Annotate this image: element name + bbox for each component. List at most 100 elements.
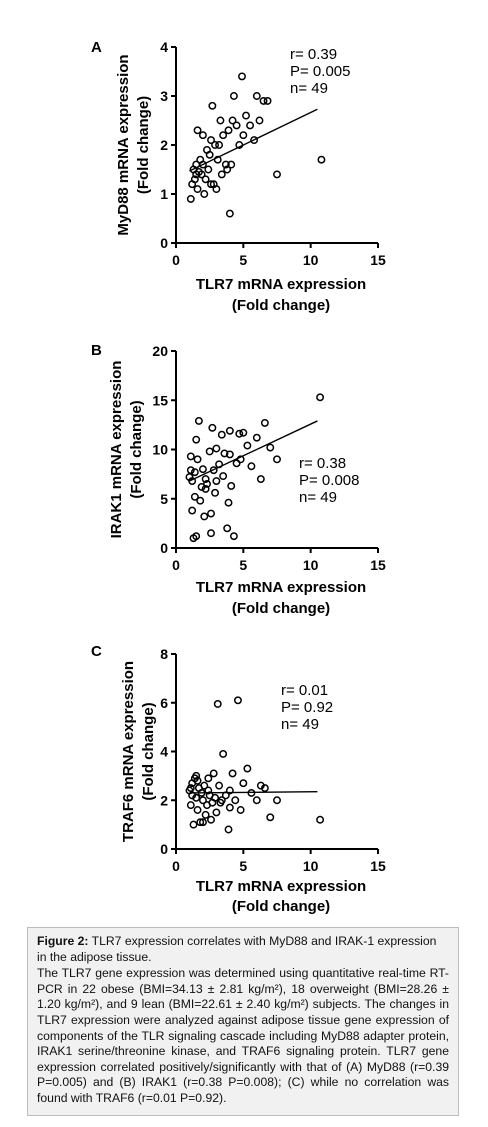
- y-axis-subtitle: (Fold change): [135, 96, 152, 194]
- x-tick-label: 10: [303, 858, 319, 874]
- data-point: [266, 443, 275, 452]
- data-point: [232, 121, 241, 130]
- data-point: [188, 477, 197, 485]
- data-point: [200, 781, 209, 790]
- data-point: [212, 808, 221, 817]
- data-point: [219, 472, 228, 481]
- data-point: [224, 126, 233, 135]
- data-point: [227, 160, 236, 169]
- data-point: [211, 488, 220, 497]
- data-point: [235, 141, 244, 149]
- data-point: [227, 481, 236, 490]
- data-point: [235, 429, 244, 438]
- y-tick-label: 8: [160, 646, 168, 662]
- data-point: [266, 813, 275, 822]
- data-point: [209, 466, 218, 475]
- data-point: [201, 475, 210, 483]
- data-point: [196, 818, 205, 827]
- stat-label: P= 0.008: [299, 472, 359, 489]
- x-axis-subtitle: (Fold change): [232, 898, 330, 915]
- regression-line: [189, 108, 318, 172]
- data-point: [316, 815, 325, 824]
- data-point: [193, 126, 202, 135]
- data-point: [217, 170, 226, 179]
- data-point: [207, 180, 215, 189]
- data-point: [273, 170, 281, 179]
- data-point: [198, 131, 207, 140]
- data-point: [208, 101, 217, 110]
- data-point: [192, 532, 201, 541]
- data-point: [247, 788, 256, 797]
- data-point: [190, 468, 199, 477]
- caption-title: TLR7 expression correlates with MyD88 an…: [37, 934, 437, 964]
- stat-label: r= 0.01: [281, 682, 328, 699]
- stat-label: P= 0.005: [290, 63, 350, 80]
- y-tick-label: 0: [160, 235, 168, 251]
- caption-body: The TLR7 gene expression was determined …: [37, 966, 449, 1105]
- data-point: [204, 774, 213, 783]
- data-point: [219, 131, 228, 140]
- data-point: [193, 455, 202, 464]
- x-axis-subtitle: (Fold change): [232, 600, 330, 617]
- data-point: [229, 92, 238, 100]
- y-axis-title: IRAK1 mRNA expression: [108, 361, 125, 539]
- data-point: [186, 194, 195, 203]
- data-point: [219, 749, 228, 758]
- y-axis-title: MyD88 mRNA expression: [115, 54, 132, 235]
- data-point: [217, 430, 226, 439]
- data-point: [197, 170, 206, 179]
- y-tick-label: 1: [160, 186, 168, 202]
- y-tick-label: 4: [160, 744, 168, 760]
- data-point: [252, 796, 261, 805]
- data-point: [225, 450, 234, 459]
- data-point: [260, 418, 269, 427]
- data-point: [228, 769, 237, 778]
- data-point: [231, 796, 240, 805]
- y-axis-subtitle: (Fold change): [128, 400, 145, 498]
- x-tick-label: 5: [239, 557, 247, 573]
- data-point: [207, 815, 215, 824]
- y-axis-subtitle: (Fold change): [140, 702, 157, 800]
- stat-label: r= 0.39: [290, 46, 337, 63]
- stat-label: n= 49: [290, 80, 328, 97]
- x-axis-title: TLR7 mRNA expression: [196, 878, 366, 895]
- data-point: [190, 175, 199, 184]
- data-point: [211, 793, 220, 802]
- data-point: [236, 806, 245, 814]
- data-point: [194, 416, 203, 425]
- data-point: [221, 791, 230, 800]
- data-point: [204, 786, 213, 795]
- data-point: [201, 484, 210, 493]
- data-point: [201, 810, 210, 819]
- data-point: [263, 96, 272, 105]
- data-point: [259, 96, 268, 105]
- x-tick-label: 0: [172, 557, 180, 573]
- data-point: [247, 462, 256, 471]
- figure-caption: Figure 2: TLR7 expression correlates wit…: [27, 927, 459, 1116]
- data-point: [204, 165, 213, 174]
- data-point: [223, 165, 232, 174]
- y-tick-label: 6: [160, 695, 168, 711]
- data-point: [228, 116, 237, 125]
- data-point: [205, 447, 214, 456]
- panel-label: A: [91, 39, 102, 56]
- data-point: [225, 786, 234, 795]
- x-tick-label: 10: [303, 252, 319, 268]
- data-point: [215, 781, 224, 790]
- data-point: [221, 160, 230, 169]
- x-tick-label: 0: [172, 252, 180, 268]
- data-point: [252, 92, 261, 100]
- data-point: [198, 160, 207, 169]
- stat-label: P= 0.92: [281, 699, 333, 716]
- data-point: [239, 428, 248, 437]
- data-point: [213, 700, 222, 708]
- data-point: [260, 784, 269, 793]
- data-point: [207, 529, 215, 538]
- x-tick-label: 0: [172, 858, 180, 874]
- data-point: [193, 776, 202, 785]
- data-point: [243, 441, 252, 450]
